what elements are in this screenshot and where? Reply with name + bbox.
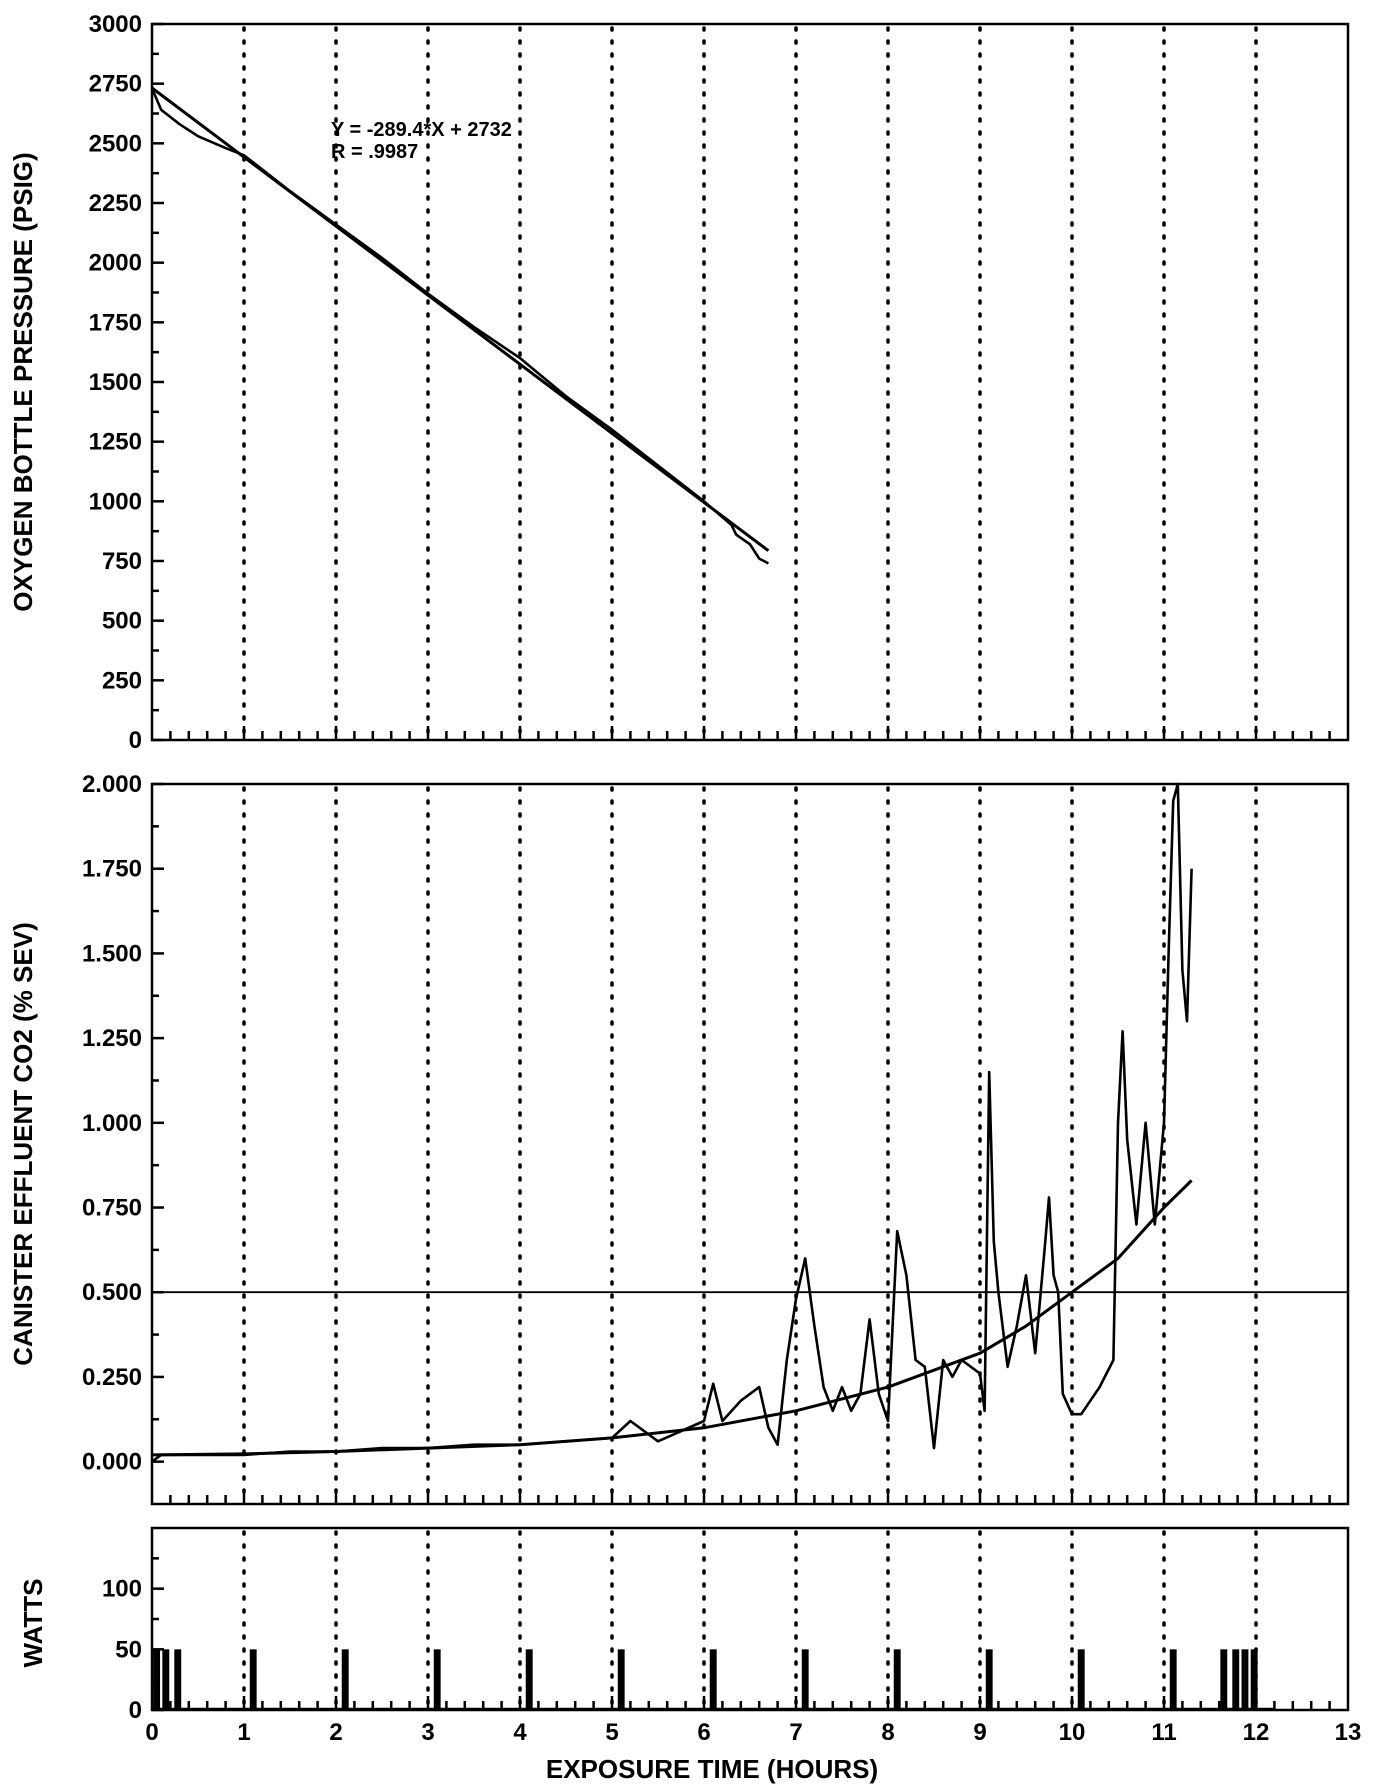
watts-bar bbox=[709, 1649, 717, 1710]
x-tick-label: 9 bbox=[973, 1719, 986, 1746]
co2-effluent-y-tick-label: 1.500 bbox=[82, 940, 142, 967]
oxygen-pressure-y-tick-label: 2250 bbox=[89, 190, 142, 217]
x-tick-label: 6 bbox=[697, 1719, 710, 1746]
co2-effluent-plot-frame bbox=[150, 782, 1350, 1506]
watts-bar bbox=[433, 1649, 441, 1710]
co2-effluent-y-tick-label: 0.750 bbox=[82, 1195, 142, 1222]
oxygen-pressure-y-tick-label: 1500 bbox=[89, 369, 142, 396]
watts-bar bbox=[1220, 1649, 1228, 1710]
watts-y-tick-label: 50 bbox=[115, 1636, 142, 1663]
watts-bar bbox=[893, 1649, 901, 1710]
co2-effluent-y-axis-title: CANISTER EFFLUENT CO2 (% SEV) bbox=[8, 922, 38, 1365]
x-tick-label: 0 bbox=[145, 1719, 158, 1746]
watts-bar bbox=[162, 1649, 170, 1710]
co2-effluent-fit-line bbox=[151, 1179, 1193, 1457]
oxygen-pressure-y-tick-label: 500 bbox=[102, 608, 142, 635]
watts-bar bbox=[985, 1649, 993, 1710]
oxygen-pressure-y-tick-label: 250 bbox=[102, 667, 142, 694]
oxygen-pressure-y-tick-label: 1000 bbox=[89, 488, 142, 515]
x-tick-label: 7 bbox=[789, 1719, 802, 1746]
x-tick-label: 1 bbox=[237, 1719, 250, 1746]
watts-y-axis-title: WATTS bbox=[18, 1578, 48, 1667]
watts-bar bbox=[249, 1649, 257, 1710]
oxygen-pressure-y-tick-label: 1250 bbox=[89, 429, 142, 456]
oxygen-pressure-y-tick-label: 1750 bbox=[89, 309, 142, 336]
co2-effluent-y-tick-label: 0.000 bbox=[82, 1449, 142, 1476]
watts-bar bbox=[1077, 1649, 1085, 1710]
co2-effluent-y-tick-label: 1.750 bbox=[82, 856, 142, 883]
watts-bar bbox=[1232, 1649, 1240, 1710]
x-tick-label: 2 bbox=[329, 1719, 342, 1746]
watts-plot-frame bbox=[150, 1526, 1350, 1712]
watts-bar bbox=[174, 1649, 182, 1710]
oxygen-pressure-y-tick-label: 3000 bbox=[89, 11, 142, 38]
oxygen-pressure-y-tick-label: 750 bbox=[102, 548, 142, 575]
x-tick-label: 12 bbox=[1243, 1719, 1270, 1746]
x-tick-label: 4 bbox=[513, 1719, 527, 1746]
watts-bar bbox=[1169, 1649, 1177, 1710]
x-tick-label: 5 bbox=[605, 1719, 618, 1746]
co2-effluent-y-tick-label: 0.500 bbox=[82, 1279, 142, 1306]
fit-equation-label: Y = -289.4*X + 2732 bbox=[331, 119, 512, 141]
oxygen-pressure-panel: 0 250 500 750 1000 1250 1500 1750 2000 2250 2500 27… bbox=[8, 11, 1350, 754]
oxygen-pressure-y-axis-title: OXYGEN BOTTLE PRESSURE (PSIG) bbox=[8, 152, 38, 611]
watts-y-tick-label: 0 bbox=[129, 1697, 142, 1724]
watts-bar bbox=[341, 1649, 349, 1710]
x-tick-label: 8 bbox=[881, 1719, 894, 1746]
co2-effluent-measured-line bbox=[151, 782, 1193, 1463]
watts-bar bbox=[1250, 1649, 1258, 1710]
oxygen-pressure-y-tick-label: 2000 bbox=[89, 250, 142, 277]
x-tick-label: 3 bbox=[421, 1719, 434, 1746]
co2-effluent-y-tick-label: 1.000 bbox=[82, 1110, 142, 1137]
watts-bar bbox=[617, 1649, 625, 1710]
watts-bar bbox=[801, 1649, 809, 1710]
x-tick-label: 13 bbox=[1335, 1719, 1362, 1746]
watts-bar bbox=[1241, 1649, 1249, 1710]
exposure-time-x-axis-title: EXPOSURE TIME (HOURS) bbox=[546, 1754, 878, 1784]
co2-effluent-y-tick-label: 1.250 bbox=[82, 1025, 142, 1052]
x-tick-label: 10 bbox=[1059, 1719, 1086, 1746]
oxygen-pressure-measured-line bbox=[150, 87, 770, 565]
oxygen-pressure-y-tick-label: 2750 bbox=[89, 71, 142, 98]
watts-bar bbox=[525, 1649, 533, 1710]
co2-effluent-y-tick-label: 2.000 bbox=[82, 771, 142, 798]
oxygen-pressure-y-tick-label: 2500 bbox=[89, 130, 142, 157]
co2-effluent-y-tick-label: 0.250 bbox=[82, 1364, 142, 1391]
x-tick-label: 11 bbox=[1151, 1719, 1176, 1746]
oxygen-pressure-fit-line bbox=[151, 86, 770, 552]
watts-y-tick-label: 100 bbox=[102, 1576, 142, 1603]
fit-correlation-label: R = .9987 bbox=[331, 141, 418, 163]
watts-bar bbox=[153, 1649, 161, 1710]
oxygen-pressure-y-tick-label: 0 bbox=[129, 727, 142, 754]
co2-effluent-panel: 0.000 0.250 0.500 0.750 1.000 1.250 1.500 1.750… bbox=[8, 771, 1350, 1506]
